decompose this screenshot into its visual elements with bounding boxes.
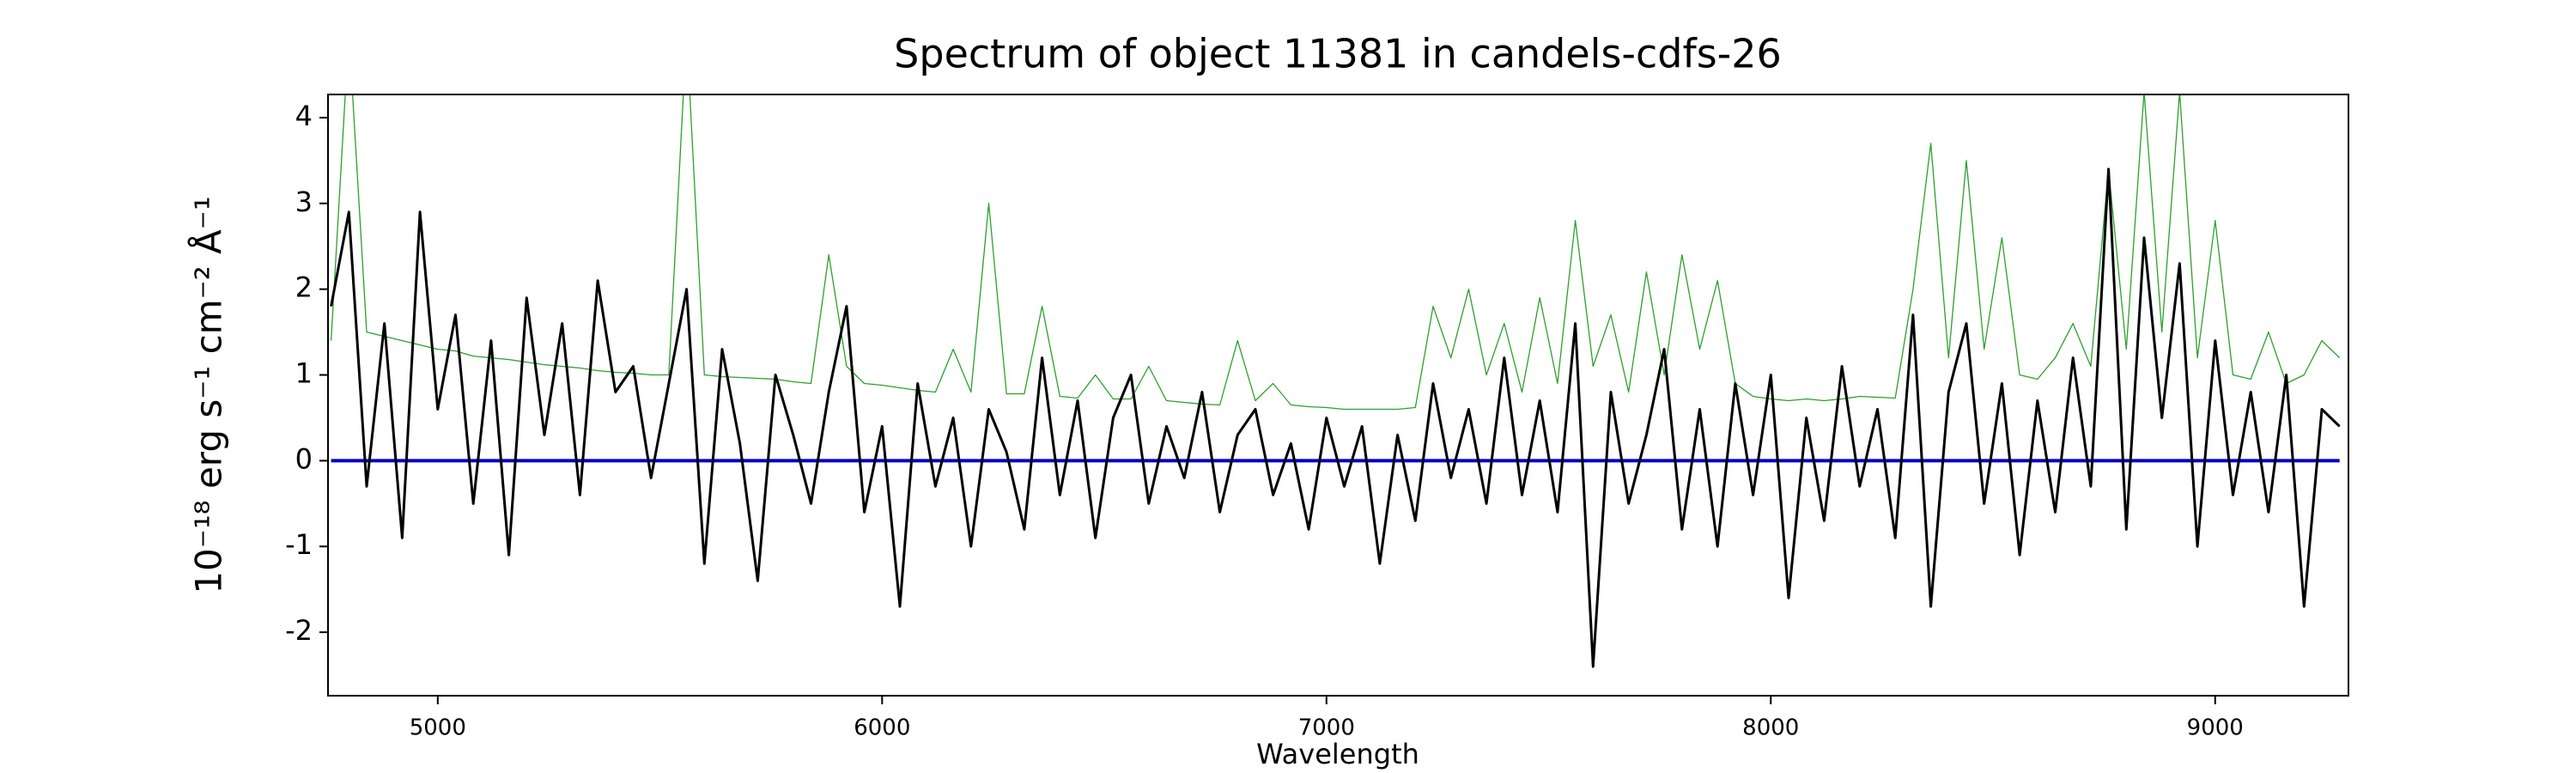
x-tick-label: 5000 [410, 715, 466, 741]
x-tick-label: 6000 [854, 715, 910, 741]
x-axis-label: Wavelength [1256, 738, 1419, 770]
plot-lines [330, 94, 2341, 668]
spectrum-line [330, 167, 2341, 668]
x-tick-label: 7000 [1298, 715, 1355, 741]
plot-frame [327, 94, 2349, 697]
x-tick-label: 9000 [2187, 715, 2244, 741]
y-tick-label: 0 [295, 442, 313, 475]
y-tick-label: -1 [285, 528, 313, 561]
chart-title: Spectrum of object 11381 in candels-cdfs… [894, 31, 1782, 77]
y-tick-label: 2 [295, 271, 313, 304]
y-tick-label: -2 [285, 614, 313, 647]
y-tick-label: 4 [295, 100, 313, 132]
spectrum-line [330, 94, 2341, 411]
y-axis-label: 10⁻¹⁸ erg s⁻¹ cm⁻² Å⁻¹ [187, 196, 230, 593]
y-tick-label: 3 [295, 186, 313, 218]
x-tick-label: 8000 [1742, 715, 1799, 741]
y-tick-label: 1 [295, 357, 313, 390]
